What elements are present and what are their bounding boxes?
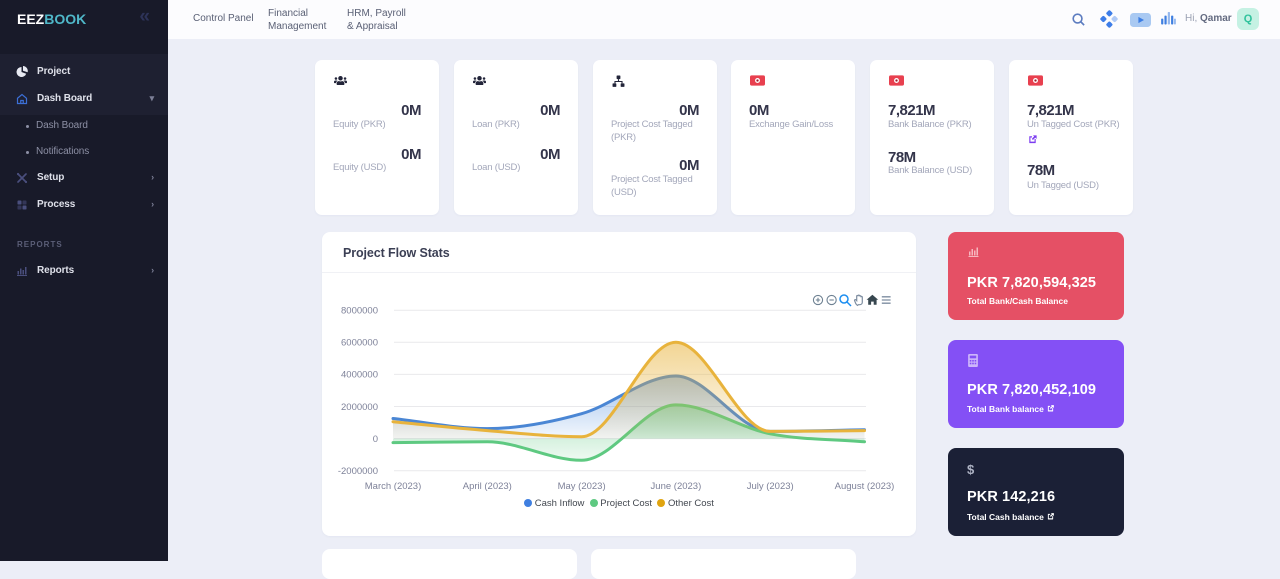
svg-text:June (2023): June (2023): [651, 481, 702, 492]
svg-text:-2000000: -2000000: [338, 466, 378, 477]
svg-text:April (2023): April (2023): [463, 481, 512, 492]
svg-text:March (2023): March (2023): [365, 481, 422, 492]
svg-text:May (2023): May (2023): [558, 481, 606, 492]
svg-text:0: 0: [373, 434, 378, 445]
svg-text:July (2023): July (2023): [747, 481, 794, 492]
svg-text:August (2023): August (2023): [835, 481, 895, 492]
svg-text:8000000: 8000000: [341, 306, 378, 317]
svg-text:4000000: 4000000: [341, 370, 378, 381]
svg-text:6000000: 6000000: [341, 338, 378, 349]
svg-text:2000000: 2000000: [341, 402, 378, 413]
